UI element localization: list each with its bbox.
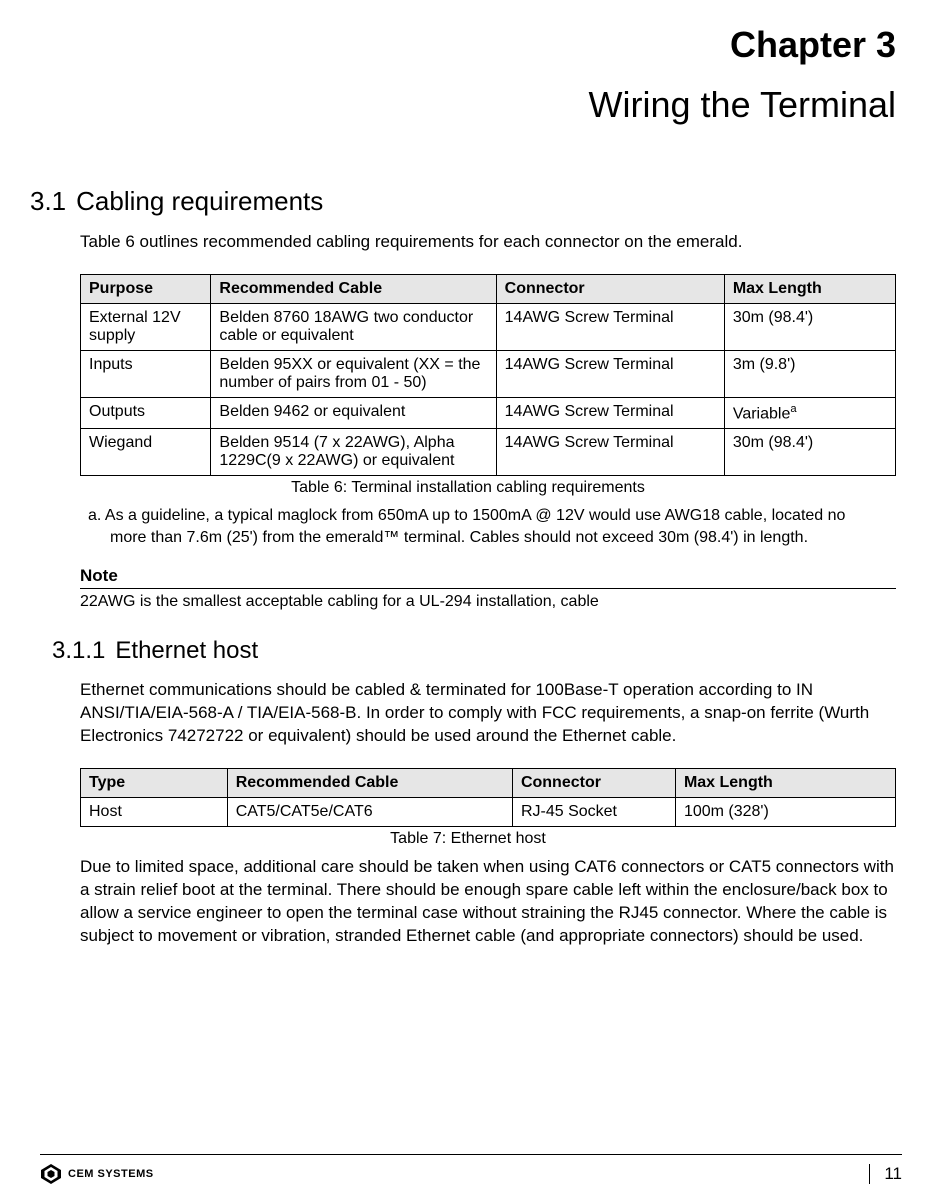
logo: CEM SYSTEMS [40, 1163, 154, 1185]
cell: 30m (98.4') [724, 429, 895, 476]
table-7-caption: Table 7: Ethernet host [40, 830, 896, 848]
table-6-caption: Table 6: Terminal installation cabling r… [40, 479, 896, 497]
cell: External 12V supply [81, 303, 211, 350]
cell: Belden 95XX or equivalent (XX = the numb… [211, 350, 496, 397]
cell: 14AWG Screw Terminal [496, 350, 724, 397]
table-row: Inputs Belden 95XX or equivalent (XX = t… [81, 350, 896, 397]
cell: Belden 9462 or equivalent [211, 397, 496, 428]
cell: Wiegand [81, 429, 211, 476]
table-6-footnote: a. As a guideline, a typical maglock fro… [110, 505, 896, 548]
cell: Belden 9514 (7 x 22AWG), Alpha 1229C(9 x… [211, 429, 496, 476]
footnote-marker: a [790, 403, 796, 415]
table-6: Purpose Recommended Cable Connector Max … [80, 274, 896, 476]
table-header-row: Purpose Recommended Cable Connector Max … [81, 274, 896, 303]
section-heading-3-1-1: 3.1.1 Ethernet host [52, 637, 896, 665]
col-connector: Connector [512, 769, 675, 798]
col-maxlength: Max Length [675, 769, 895, 798]
cell: 14AWG Screw Terminal [496, 303, 724, 350]
col-purpose: Purpose [81, 274, 211, 303]
table-7: Type Recommended Cable Connector Max Len… [80, 768, 896, 827]
table-row: Host CAT5/CAT5e/CAT6 RJ-45 Socket 100m (… [81, 798, 896, 827]
cell: 14AWG Screw Terminal [496, 429, 724, 476]
col-connector: Connector [496, 274, 724, 303]
col-maxlength: Max Length [724, 274, 895, 303]
cell: 100m (328') [675, 798, 895, 827]
page-footer: CEM SYSTEMS 11 [40, 1154, 902, 1185]
cell: Belden 8760 18AWG two conductor cable or… [211, 303, 496, 350]
table-row: Outputs Belden 9462 or equivalent 14AWG … [81, 397, 896, 428]
cell: 14AWG Screw Terminal [496, 397, 724, 428]
note-rule [80, 588, 896, 589]
cell: CAT5/CAT5e/CAT6 [227, 798, 512, 827]
chapter-label: Chapter 3 [40, 24, 896, 66]
note-label: Note [80, 566, 896, 586]
cell: Variablea [724, 397, 895, 428]
cell: 30m (98.4') [724, 303, 895, 350]
logo-icon [40, 1163, 62, 1185]
col-cable: Recommended Cable [211, 274, 496, 303]
cell: Host [81, 798, 228, 827]
note-text: 22AWG is the smallest acceptable cabling… [80, 593, 896, 611]
chapter-title: Wiring the Terminal [40, 84, 896, 126]
section-outro-3-1-1: Due to limited space, additional care sh… [80, 856, 896, 948]
cell: Inputs [81, 350, 211, 397]
cell: 3m (9.8') [724, 350, 895, 397]
page-number: 11 [869, 1164, 902, 1184]
col-cable: Recommended Cable [227, 769, 512, 798]
cell: RJ-45 Socket [512, 798, 675, 827]
section-intro-3-1: Table 6 outlines recommended cabling req… [80, 231, 896, 254]
table-row: Wiegand Belden 9514 (7 x 22AWG), Alpha 1… [81, 429, 896, 476]
section-number: 3.1.1 [52, 637, 105, 664]
section-title: Cabling requirements [76, 186, 323, 216]
section-intro-3-1-1: Ethernet communications should be cabled… [80, 679, 896, 748]
cell: Outputs [81, 397, 211, 428]
col-type: Type [81, 769, 228, 798]
table-row: External 12V supply Belden 8760 18AWG tw… [81, 303, 896, 350]
table-header-row: Type Recommended Cable Connector Max Len… [81, 769, 896, 798]
section-heading-3-1: 3.1 Cabling requirements [30, 186, 896, 217]
section-title: Ethernet host [115, 637, 258, 664]
section-number: 3.1 [30, 186, 66, 216]
logo-text: CEM SYSTEMS [68, 1168, 154, 1180]
